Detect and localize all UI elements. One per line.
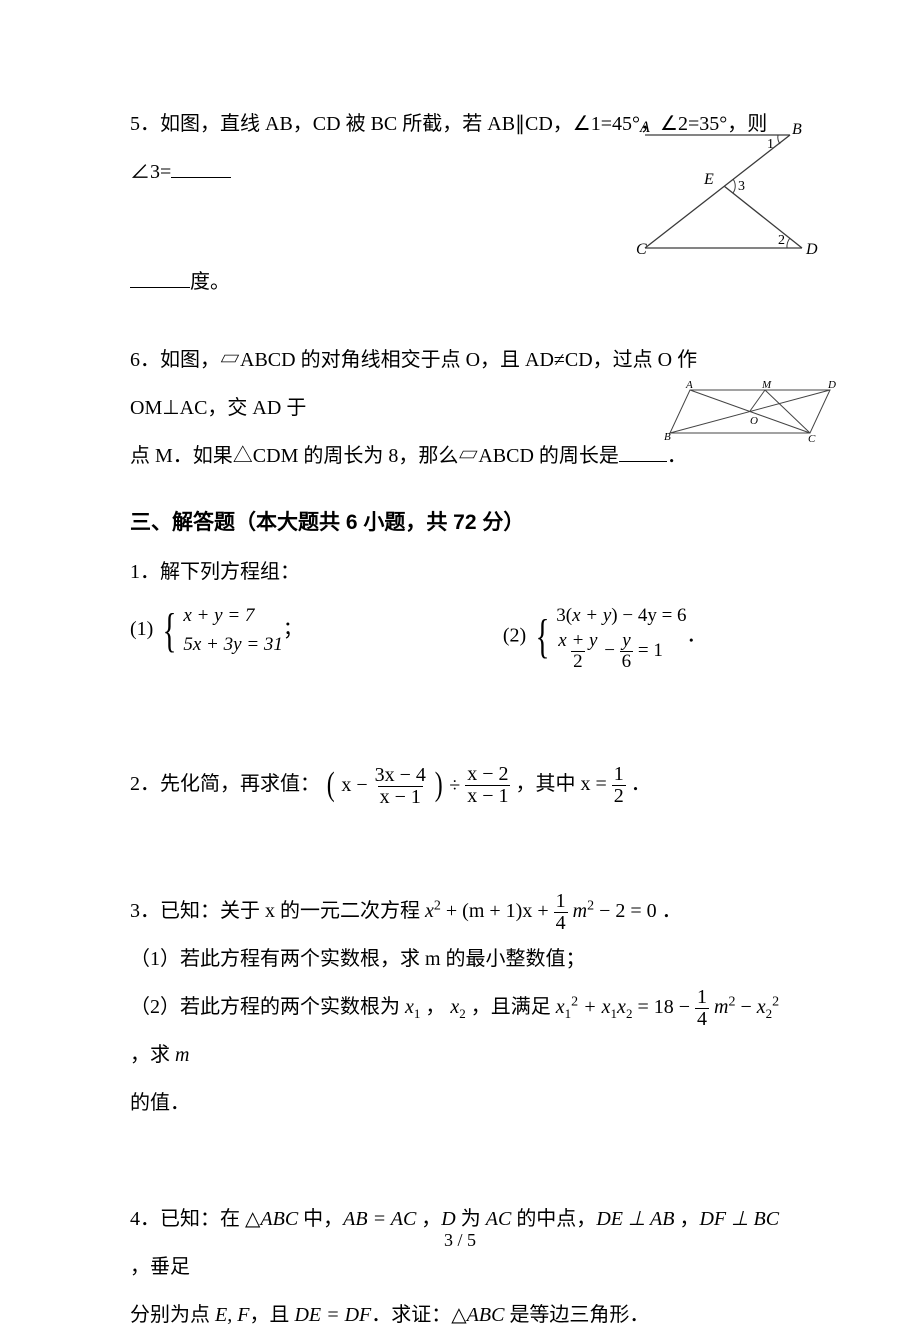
label-A: A (639, 120, 650, 136)
section-3-title: 三、解答题（本大题共 6 小题，共 72 分） (130, 498, 790, 548)
p1-punct2: ． (687, 625, 707, 647)
page: 5．如图，直线 AB，CD 被 BC 所截，若 AB∥CD，∠1=45°，∠2=… (0, 0, 920, 1302)
p3-sub1: （1）若此方程有两个实数根，求 m 的最小整数值； (130, 935, 790, 983)
svg-text:C: C (808, 433, 816, 445)
label-angle1: 1 (767, 137, 774, 152)
problem-3-1: 1．解下列方程组： (1) { x + y = 7 5x + 3y = 31 ；… (130, 548, 790, 671)
p1-s2l2: x + y2 − y6 = 1 (556, 631, 686, 672)
problem-3-2: 2．先化简，再求值： ( x − 3x − 4x − 1 ) ÷ x − 2x … (130, 760, 790, 809)
p2-lead: 2．先化简，再求值： (130, 773, 320, 795)
rparen-icon: ) (435, 768, 443, 802)
lparen-icon: ( (327, 768, 335, 802)
p2-mid: ，其中 x = (515, 773, 611, 795)
q6-svg: A D B C M O (660, 378, 840, 448)
problem-3-3: 3．已知：关于 x 的一元二次方程 x2 + (m + 1)x + 14 m2 … (130, 887, 790, 1127)
problem-3-4: 4．已知：在 △ABC 中，AB = AC ，D 为 AC 的中点，DE ⊥ A… (130, 1195, 790, 1339)
label-B: B (792, 121, 802, 138)
p1-lead: 1．解下列方程组： (130, 548, 790, 596)
svg-text:M: M (761, 379, 772, 391)
svg-text:D: D (827, 379, 836, 391)
p1-label-2: (2) (503, 625, 526, 647)
brace-icon: { (536, 613, 550, 661)
p3-sub2-line1: （2）若此方程的两个实数根为 x1 ， x2 ，且满足 x12 + x1x2 =… (130, 983, 790, 1079)
q5-svg: A B C D E 1 2 3 (620, 120, 830, 260)
p1-s1l1: x + y = 7 (183, 602, 283, 631)
problem-6: 6．如图，▱ABCD 的对角线相交于点 O，且 AD≠CD，过点 O 作 OM⊥… (130, 336, 790, 480)
p4-line2: 分别为点 E, F，且 DE = DF．求证：△ABC 是等边三角形． (130, 1291, 790, 1339)
label-D: D (805, 241, 818, 258)
svg-text:O: O (750, 415, 758, 427)
svg-text:A: A (685, 379, 693, 391)
p1-s1l2: 5x + 3y = 31 (183, 631, 283, 660)
q5-text-b: 度。 (190, 271, 230, 293)
label-C: C (636, 241, 647, 258)
q5-blank-2 (130, 267, 190, 288)
p3-sub2-line2: 的值． (130, 1079, 790, 1127)
q5-figure: A B C D E 1 2 3 (620, 120, 830, 260)
label-angle2: 2 (778, 233, 785, 248)
p1-system-1: (1) { x + y = 7 5x + 3y = 31 ； (130, 602, 303, 659)
p1-label-1: (1) (130, 618, 153, 640)
q6-text-b-prefix: 点 M．如果△CDM 的周长为 8，那么▱ABCD 的周长是 (130, 445, 619, 467)
label-E: E (703, 171, 714, 188)
q6-text-b-suffix: ． (667, 445, 687, 467)
svg-text:B: B (664, 431, 671, 443)
label-angle3: 3 (738, 179, 745, 194)
brace-icon: { (163, 607, 177, 655)
q5-blank (171, 157, 231, 178)
page-footer: 3 / 5 (0, 1219, 920, 1262)
q6-text-a: 6．如图，▱ABCD 的对角线相交于点 O，且 AD≠CD，过点 O 作 OM⊥… (130, 349, 697, 419)
p2-end: ． (631, 773, 651, 795)
p1-system-2: (2) { 3(x + y) − 4y = 6 x + y2 − y6 = 1 (503, 602, 707, 671)
p3-lead: 3．已知：关于 x 的一元二次方程 (130, 900, 425, 922)
p1-s2l1: 3(x + y) − 4y = 6 (556, 602, 686, 631)
problem-5: 5．如图，直线 AB，CD 被 BC 所截，若 AB∥CD，∠1=45°，∠2=… (130, 100, 790, 306)
q6-figure: A D B C M O (660, 378, 840, 448)
p1-punct1: ； (283, 618, 303, 640)
